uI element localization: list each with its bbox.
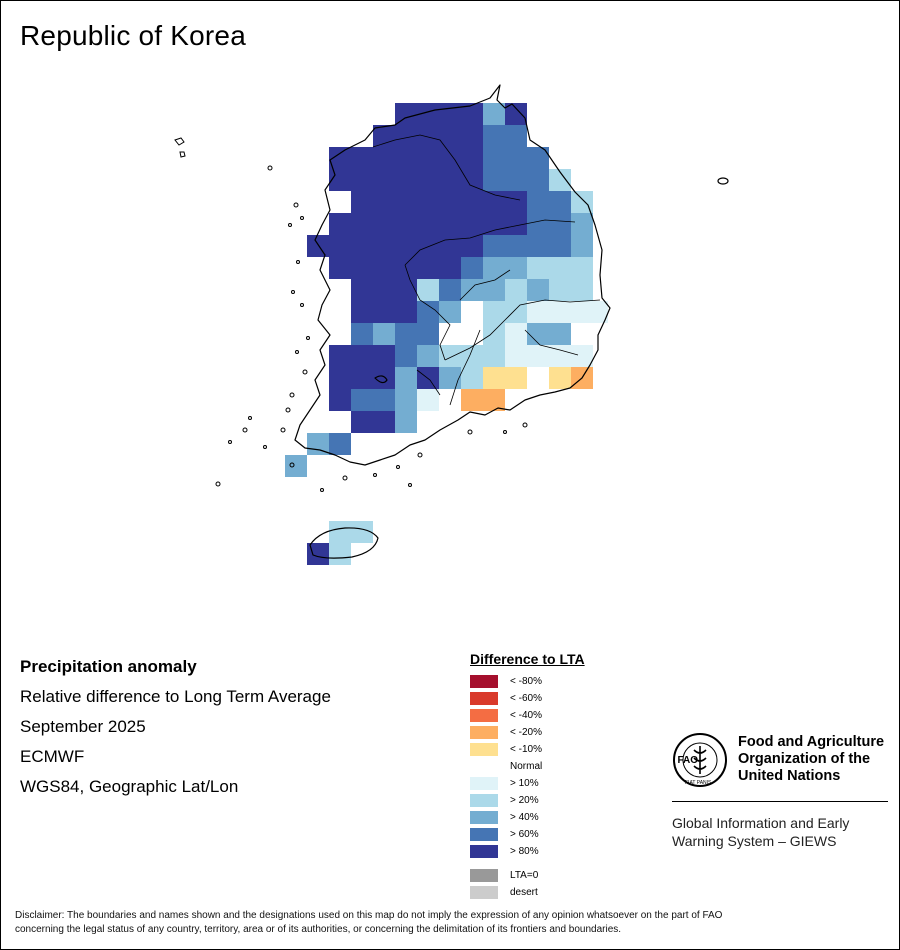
legend-item: desert <box>470 884 585 901</box>
legend-label: desert <box>510 887 538 898</box>
anomaly-grid <box>285 103 608 565</box>
legend-item: > 10% <box>470 775 585 792</box>
legend-swatch <box>470 777 498 790</box>
legend-item: < -10% <box>470 741 585 758</box>
legend-label: Normal <box>510 761 543 772</box>
legend-item: > 60% <box>470 826 585 843</box>
disclaimer: Disclaimer: The boundaries and names sho… <box>15 909 885 937</box>
fao-name-line-1: Food and Agriculture <box>738 734 885 750</box>
giews-text: Global Information and Early Warning Sys… <box>672 814 849 850</box>
fao-name-line-2: Organization of the <box>738 751 871 767</box>
info-line-1: Relative difference to Long Term Average <box>20 687 331 706</box>
legend-swatch <box>470 726 498 739</box>
legend-label: > 20% <box>510 795 539 806</box>
legend-swatch <box>470 794 498 807</box>
legend-item: LTA=0 <box>470 867 585 884</box>
legend-swatch <box>470 692 498 705</box>
legend-item: < -60% <box>470 690 585 707</box>
fao-logo-icon: FAO FIAT PANIS <box>673 733 727 787</box>
legend-label: < -40% <box>510 710 542 721</box>
legend-label: > 60% <box>510 829 539 840</box>
legend-item: > 20% <box>470 792 585 809</box>
legend-item: < -40% <box>470 707 585 724</box>
legend-title: Difference to LTA <box>470 651 585 667</box>
legend-items: < -80% < -60% < -40% < -20% < -10% Normal > 10… <box>470 673 585 860</box>
logo-letter-f: FAO <box>678 755 699 766</box>
fao-name-line-3: United Nations <box>738 768 841 784</box>
legend-swatch <box>470 811 498 824</box>
legend-swatch <box>470 743 498 756</box>
legend-label: > 40% <box>510 812 539 823</box>
info-line-3: ECMWF <box>20 747 85 766</box>
legend-label: LTA=0 <box>510 870 539 881</box>
legend-label: > 80% <box>510 846 539 857</box>
country-outline <box>294 84 729 559</box>
legend-swatch <box>470 709 498 722</box>
legend-item: < -80% <box>470 673 585 690</box>
legend-item: < -20% <box>470 724 585 741</box>
anomaly-map <box>174 84 729 565</box>
legend-label: < -10% <box>510 744 542 755</box>
legend-swatch <box>470 886 498 899</box>
legend-item: > 80% <box>470 843 585 860</box>
legend-extra: LTA=0 desert <box>470 867 585 901</box>
disclaimer-line-2: concerning the legal status of any count… <box>15 924 622 935</box>
legend-swatch <box>470 675 498 688</box>
map-info: Precipitation anomaly Relative differenc… <box>20 655 331 805</box>
fao-name: Food and Agriculture Organization of the… <box>738 734 884 785</box>
legend-item: > 40% <box>470 809 585 826</box>
giews-line-1: Global Information and Early <box>672 815 850 831</box>
legend-swatch <box>470 760 498 773</box>
map-title: Republic of Korea <box>20 20 246 51</box>
info-line-2: September 2025 <box>20 717 146 736</box>
logo-motto: FIAT PANIS <box>685 780 712 786</box>
legend-item: Normal <box>470 758 585 775</box>
disclaimer-line-1: Disclaimer: The boundaries and names sho… <box>15 910 723 921</box>
legend-label: > 10% <box>510 778 539 789</box>
islands <box>174 137 528 492</box>
legend-swatch <box>470 869 498 882</box>
legend: Difference to LTA < -80% < -60% < -40% < -2… <box>470 651 585 901</box>
legend-swatch <box>470 845 498 858</box>
province-boundaries <box>372 134 601 406</box>
legend-label: < -60% <box>510 693 542 704</box>
legend-label: < -20% <box>510 727 542 738</box>
legend-label: < -80% <box>510 676 542 687</box>
fao-divider <box>672 801 888 802</box>
giews-line-2: Warning System – GIEWS <box>672 833 837 849</box>
info-line-4: WGS84, Geographic Lat/Lon <box>20 777 239 796</box>
legend-swatch <box>470 828 498 841</box>
info-heading: Precipitation anomaly <box>20 657 197 676</box>
